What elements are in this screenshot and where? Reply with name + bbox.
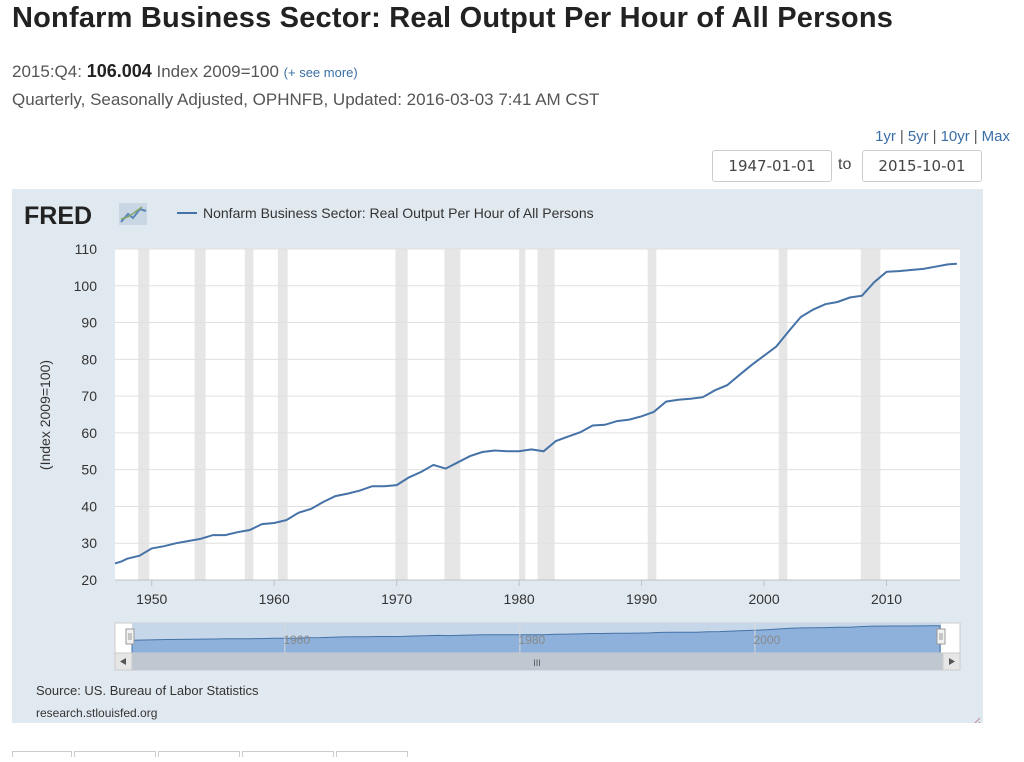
navigator-series-area bbox=[131, 625, 941, 654]
y-tick-label: 70 bbox=[81, 388, 97, 404]
see-more-link[interactable]: (+ see more) bbox=[283, 65, 358, 80]
x-tick-label: 1950 bbox=[136, 591, 167, 607]
navigator-ticks: 1960 1980 2000 bbox=[283, 623, 781, 653]
chart-svg: FRED Nonfarm Business Sector: Real Outpu… bbox=[24, 202, 981, 723]
date-range-separator: to bbox=[838, 156, 852, 173]
source-site[interactable]: research.stlouisfed.org bbox=[36, 706, 157, 720]
range-separator: | bbox=[973, 128, 978, 145]
series-details: Quarterly, Seasonally Adjusted, OPHNFB, … bbox=[12, 90, 600, 109]
range-links: 1yr | 5yr | 10yr | Max bbox=[875, 128, 1010, 145]
x-axis-ticks: 1950 1960 1970 1980 1990 2000 2010 bbox=[136, 580, 902, 607]
bottom-tab[interactable] bbox=[158, 751, 240, 757]
y-tick-label: 80 bbox=[81, 351, 97, 367]
recession-band bbox=[519, 249, 526, 580]
recession-band bbox=[244, 249, 254, 580]
y-tick-label: 110 bbox=[75, 241, 98, 257]
x-tick-label: 1960 bbox=[259, 591, 290, 607]
y-tick-label: 50 bbox=[81, 462, 97, 478]
y-axis-title: (Index 2009=100) bbox=[37, 360, 53, 470]
navigator-left-handle[interactable] bbox=[125, 628, 135, 645]
source-note: Source: US. Bureau of Labor Statistics bbox=[36, 683, 259, 698]
x-tick-label: 1980 bbox=[504, 591, 535, 607]
scrollbar-grip: III bbox=[533, 658, 541, 668]
range-max-link[interactable]: Max bbox=[981, 128, 1010, 145]
arrow-right-icon bbox=[949, 658, 955, 665]
fred-chart-icon bbox=[119, 203, 147, 225]
range-5yr-link[interactable]: 5yr bbox=[907, 128, 929, 145]
x-tick-label: 2010 bbox=[871, 591, 902, 607]
range-1yr-link[interactable]: 1yr bbox=[875, 128, 896, 145]
recession-band bbox=[138, 249, 150, 580]
bottom-tab[interactable] bbox=[12, 751, 72, 757]
scrollbar-thumb[interactable] bbox=[132, 653, 943, 670]
chart-panel: FRED Nonfarm Business Sector: Real Outpu… bbox=[12, 189, 983, 723]
observation-period: 2015:Q4: bbox=[12, 62, 82, 81]
y-tick-label: 40 bbox=[81, 498, 97, 514]
navigator-tick-label: 1980 bbox=[519, 633, 546, 647]
scrollbar[interactable]: III bbox=[114, 652, 961, 671]
observation-value: 106.004 bbox=[86, 61, 152, 81]
navigator-tick-label: 2000 bbox=[754, 633, 781, 647]
bottom-tab[interactable] bbox=[336, 751, 408, 757]
y-tick-label: 90 bbox=[81, 315, 97, 331]
series-line[interactable] bbox=[114, 262, 957, 565]
recession-band bbox=[395, 249, 408, 580]
observation-units: Index 2009=100 bbox=[156, 62, 279, 81]
navigator[interactable]: 1960 1980 2000 bbox=[114, 622, 961, 654]
x-tick-label: 1970 bbox=[381, 591, 412, 607]
arrow-left-icon bbox=[120, 658, 126, 665]
y-tick-label: 60 bbox=[81, 425, 97, 441]
recession-band bbox=[277, 249, 288, 580]
recession-band bbox=[860, 249, 881, 580]
y-tick-label: 100 bbox=[74, 278, 98, 294]
resize-handle-icon[interactable] bbox=[972, 717, 981, 723]
range-separator: | bbox=[932, 128, 937, 145]
recession-band bbox=[194, 249, 206, 580]
range-separator: | bbox=[899, 128, 904, 145]
recession-band bbox=[444, 249, 461, 580]
latest-observation: 2015:Q4: 106.004 Index 2009=100 (+ see m… bbox=[12, 61, 358, 82]
gridlines bbox=[115, 248, 960, 581]
page-title: Nonfarm Business Sector: Real Output Per… bbox=[12, 2, 894, 34]
end-date-input[interactable]: 2015-10-01 bbox=[862, 150, 982, 182]
recession-band bbox=[537, 249, 555, 580]
bottom-tab-strip bbox=[12, 744, 452, 757]
x-tick-label: 2000 bbox=[748, 591, 779, 607]
start-date-input[interactable]: 1947-01-01 bbox=[712, 150, 832, 182]
fred-logo[interactable]: FRED bbox=[24, 202, 147, 230]
range-10yr-link[interactable]: 10yr bbox=[940, 128, 970, 145]
y-tick-label: 20 bbox=[81, 572, 97, 588]
recession-band bbox=[778, 249, 788, 580]
fred-logo-text: FRED bbox=[24, 202, 92, 230]
bottom-tab[interactable] bbox=[242, 751, 334, 757]
y-axis-ticks: 20 30 40 50 60 70 80 90 100 110 bbox=[74, 241, 98, 588]
bottom-tab[interactable] bbox=[74, 751, 156, 757]
y-tick-label: 30 bbox=[81, 535, 97, 551]
recession-band bbox=[647, 249, 657, 580]
navigator-tick-label: 1960 bbox=[283, 633, 310, 647]
x-tick-label: 1990 bbox=[626, 591, 657, 607]
navigator-right-handle[interactable] bbox=[936, 628, 946, 645]
legend-label: Nonfarm Business Sector: Real Output Per… bbox=[203, 205, 594, 221]
recession-bands bbox=[138, 249, 881, 580]
legend[interactable]: Nonfarm Business Sector: Real Output Per… bbox=[177, 205, 594, 221]
